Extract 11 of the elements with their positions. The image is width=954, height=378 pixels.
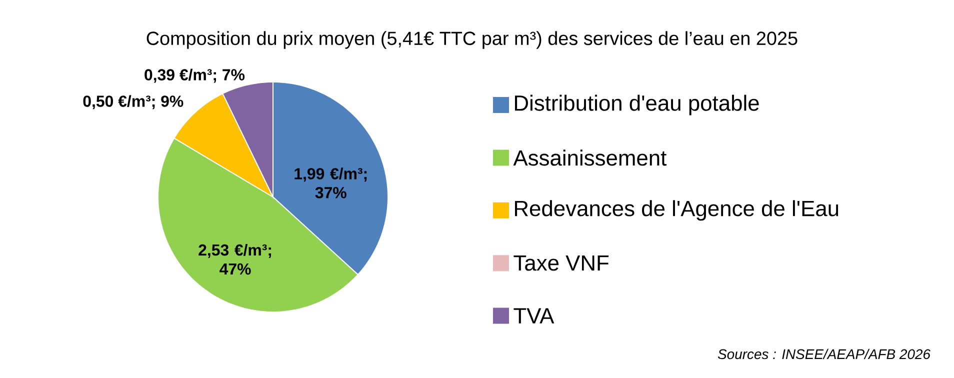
data-label: 0,39 €/m³; 7% bbox=[144, 68, 245, 83]
legend-label: Taxe VNF bbox=[514, 255, 609, 271]
source-note: Sources : INSEE/AEAP/AFB 2026 bbox=[718, 348, 930, 360]
legend-label: TVA bbox=[514, 308, 554, 324]
data-label: 0,50 €/m³; 9% bbox=[83, 95, 184, 110]
legend-label: Assainissement bbox=[513, 150, 667, 166]
chart-title: Composition du prix moyen (5,41€ TTC par m³) des services de l’eau en 2025 bbox=[146, 31, 798, 49]
legend-label: Redevances de l'Agence de l'Eau bbox=[515, 200, 838, 221]
data-label: 1,99 €/m³; 37% bbox=[294, 168, 367, 198]
legend-label: Distribution d'eau potable bbox=[515, 94, 759, 116]
data-label: 2,53 €/m³; 47% bbox=[198, 244, 271, 275]
